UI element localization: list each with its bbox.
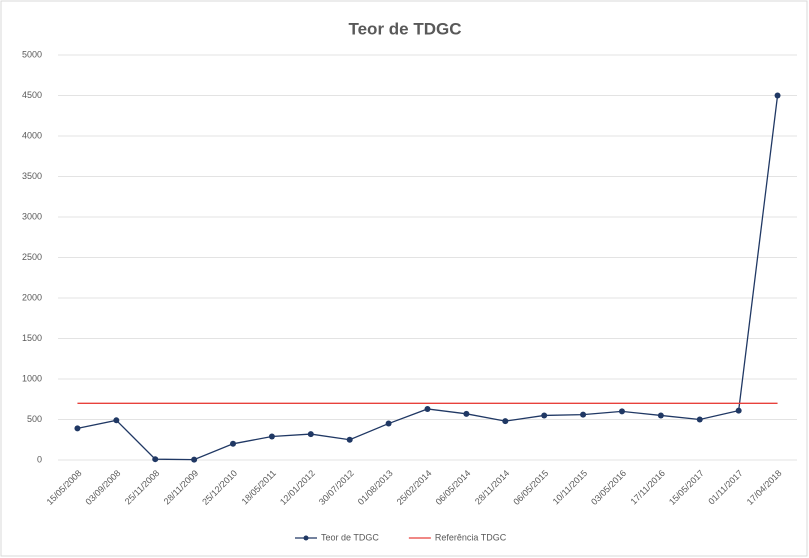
legend-label: Referência TDGC [435, 532, 507, 542]
y-tick-label: 4000 [22, 130, 42, 140]
y-tick-label: 2500 [22, 252, 42, 262]
y-tick-label: 500 [27, 414, 42, 424]
y-tick-label: 0 [37, 454, 42, 464]
data-point [657, 412, 664, 419]
legend-marker [303, 535, 309, 541]
y-tick-label: 1500 [22, 333, 42, 343]
chart-title: Teor de TDGC [348, 19, 461, 38]
data-point [113, 417, 120, 424]
data-point [580, 411, 587, 418]
data-point [541, 412, 548, 419]
data-point [463, 410, 470, 417]
data-point [268, 433, 275, 440]
data-point [191, 456, 198, 463]
y-tick-label: 3500 [22, 171, 42, 181]
y-tick-label: 2000 [22, 292, 42, 302]
legend-label: Teor de TDGC [321, 532, 379, 542]
data-point [502, 418, 509, 425]
data-point [774, 92, 781, 99]
data-point [152, 456, 159, 463]
y-tick-label: 1000 [22, 373, 42, 383]
y-tick-label: 3000 [22, 211, 42, 221]
data-point [346, 436, 353, 443]
data-point [618, 408, 625, 415]
data-point [307, 431, 314, 438]
data-point [424, 405, 431, 412]
data-point [230, 440, 237, 447]
y-tick-label: 5000 [22, 49, 42, 59]
data-point [385, 420, 392, 427]
y-tick-label: 4500 [22, 90, 42, 100]
data-point [74, 425, 81, 432]
data-point [696, 416, 703, 423]
data-point [735, 407, 742, 414]
